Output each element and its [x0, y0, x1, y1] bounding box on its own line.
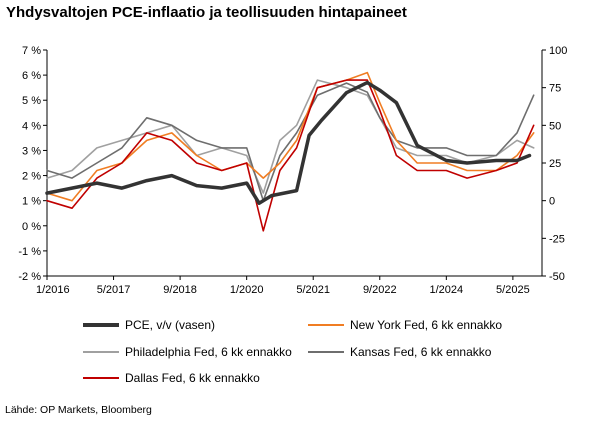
series-line-1: [46, 71, 535, 202]
series-line-4: [46, 79, 535, 232]
series-line-3: [46, 82, 535, 202]
legend-label-4: Dallas Fed, 6 kk ennakko: [125, 371, 260, 385]
legend: PCE, v/v (vasen) New York Fed, 6 kk ennak…: [83, 318, 502, 385]
x-tick-label: 1/2016: [36, 284, 70, 296]
left-tick-label: 2 %: [22, 171, 41, 183]
series-line-0: [45, 80, 532, 205]
left-tick-label: -1 %: [18, 246, 41, 258]
left-tick-label: 3 %: [22, 145, 41, 157]
legend-label-3: Kansas Fed, 6 kk ennakko: [350, 345, 492, 359]
series-lines: [45, 71, 535, 232]
x-tick-label: 9/2018: [163, 284, 197, 296]
left-tick-label: 7 %: [22, 45, 41, 57]
right-tick-label: 75: [549, 83, 561, 95]
source-note: Lähde: OP Markets, Bloomberg: [5, 404, 152, 416]
x-tick-label: 1/2020: [230, 284, 264, 296]
chart-title: Yhdysvaltojen PCE-inflaatio ja teollisuu…: [6, 4, 407, 21]
legend-label-0: PCE, v/v (vasen): [125, 318, 215, 332]
x-tick-label: 5/2025: [496, 284, 530, 296]
x-tick-label: 1/2024: [429, 284, 463, 296]
x-tick-label: 9/2022: [363, 284, 397, 296]
right-tick-label: -50: [549, 271, 565, 283]
left-tick-label: 4 %: [22, 120, 41, 132]
left-tick-label: 0 %: [22, 221, 41, 233]
left-tick-label: 6 %: [22, 70, 41, 82]
right-tick-label: 50: [549, 120, 561, 132]
left-tick-label: 5 %: [22, 95, 41, 107]
legend-label-1: New York Fed, 6 kk ennakko: [350, 318, 502, 332]
left-tick-label: -2 %: [18, 271, 41, 283]
legend-label-2: Philadelphia Fed, 6 kk ennakko: [125, 345, 292, 359]
axes: -2 % -1 % 0 % 1 % 2 % 3 % 4 % 5 % 6 % 7 % -50 -25 0 2…: [18, 45, 567, 296]
series-line-2: [46, 79, 535, 194]
left-tick-label: 1 %: [22, 196, 41, 208]
right-tick-label: 100: [549, 45, 567, 57]
right-tick-label: 0: [549, 196, 555, 208]
right-tick-label: 25: [549, 158, 561, 170]
x-tick-label: 5/2021: [296, 284, 330, 296]
x-tick-label: 5/2017: [97, 284, 131, 296]
right-tick-label: -25: [549, 233, 565, 245]
